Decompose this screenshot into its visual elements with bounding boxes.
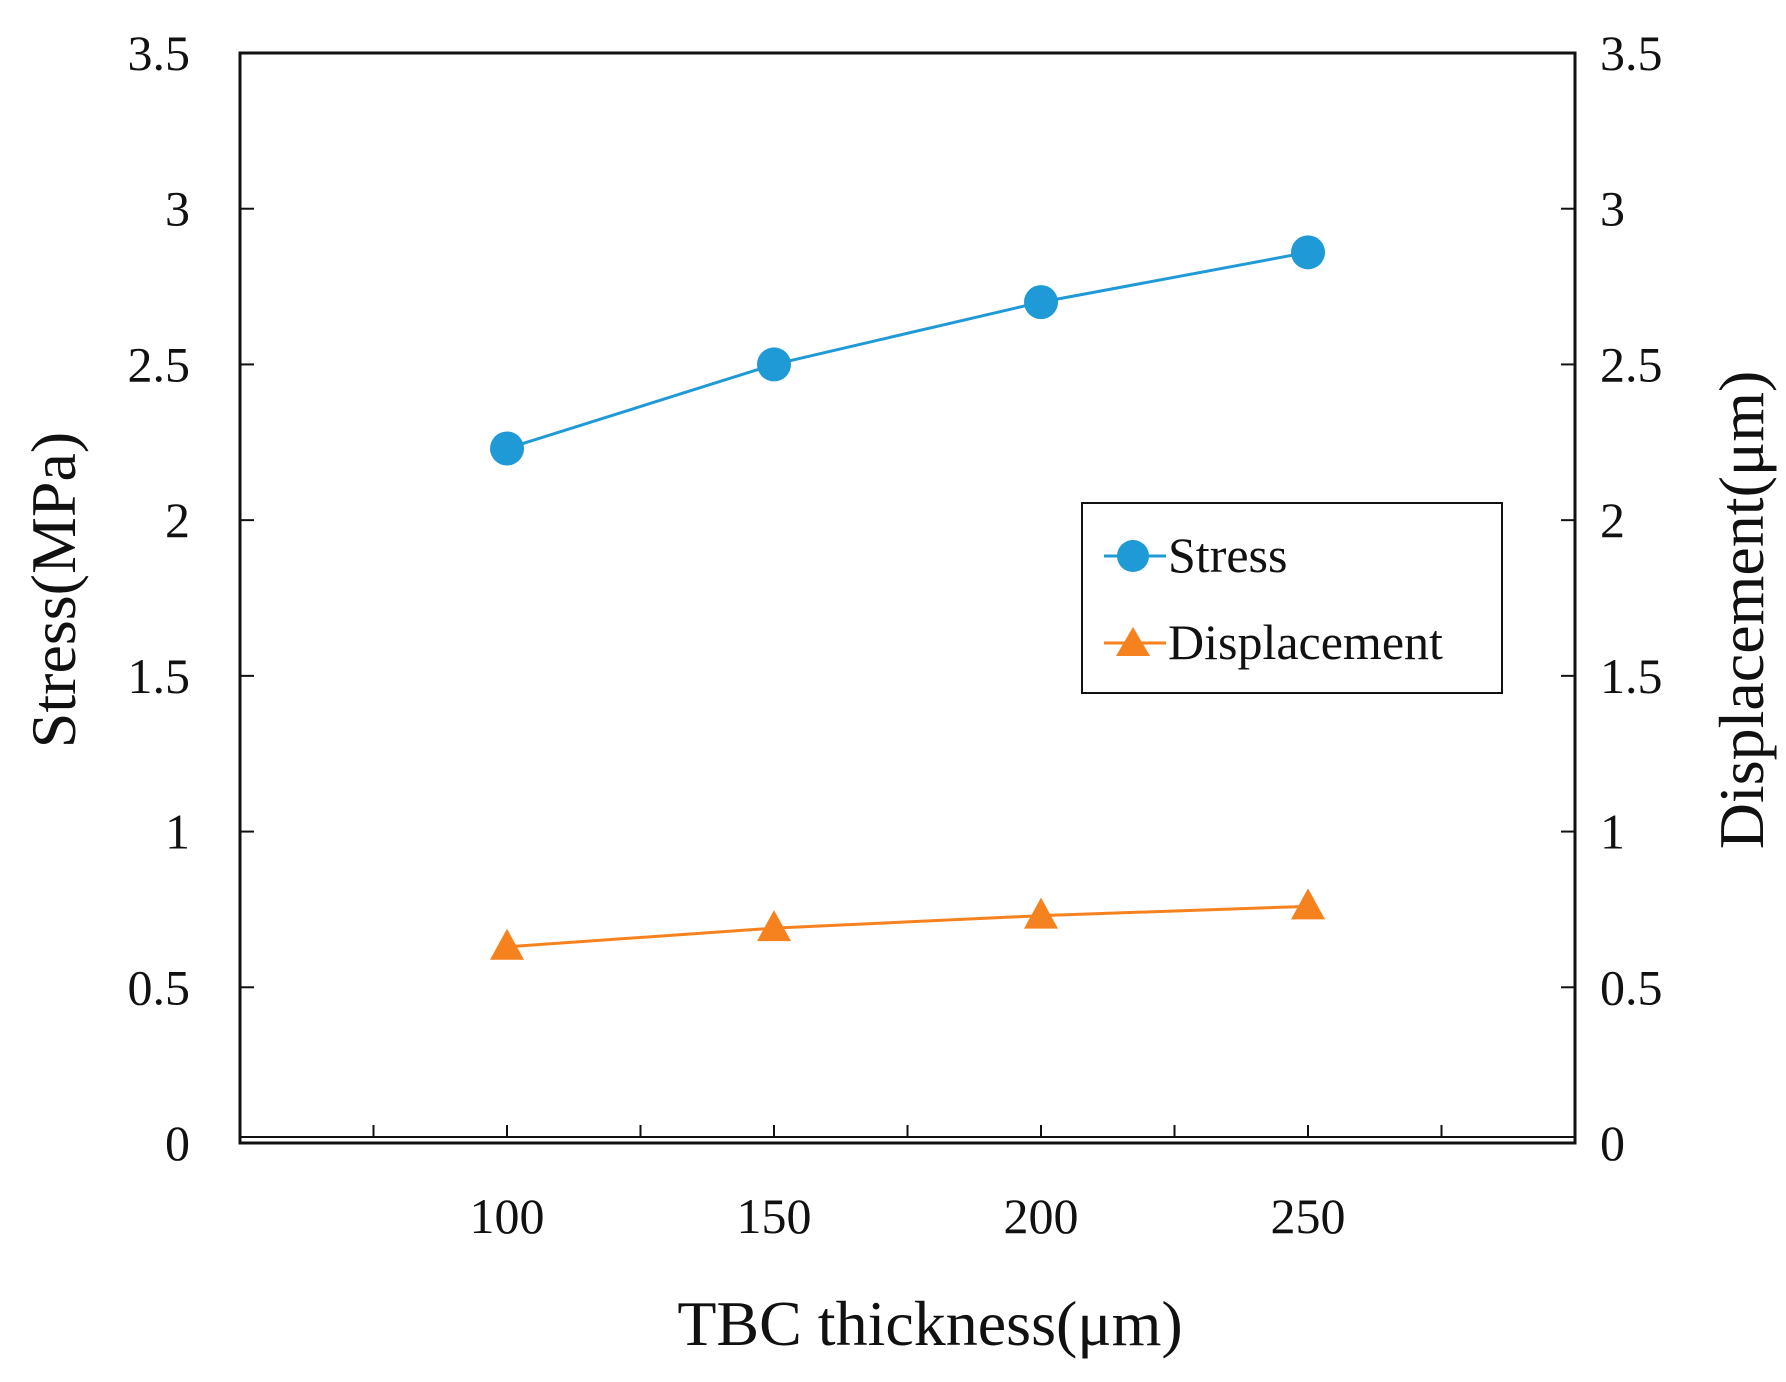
displacement-point	[1291, 888, 1325, 920]
series-layer	[490, 235, 1325, 960]
stress-line	[506, 250, 1309, 450]
stress-point	[1291, 235, 1325, 270]
left-y-tick-label: 1	[165, 804, 190, 860]
legend: Stress Displacement	[1081, 502, 1503, 694]
stress-point	[490, 431, 524, 466]
displacement-line	[506, 904, 1309, 949]
left-y-axis: 0 0.5 1 1.5 2 2.5 3 3.5	[128, 25, 254, 1171]
x-axis: 100 150 200 250	[372, 1125, 1443, 1244]
displacement-point	[757, 910, 791, 942]
left-y-tick-label: 3	[165, 181, 190, 237]
x-axis-title: TBC thickness(μm)	[677, 1288, 1182, 1359]
right-y-tick-label: 0.5	[1600, 959, 1663, 1015]
right-y-axis: 0 0.5 1 1.5 2 2.5 3 3.5	[1561, 25, 1663, 1171]
x-tick-label: 250	[1271, 1188, 1346, 1244]
displacement-point	[1024, 897, 1058, 929]
right-y-tick-label: 1.5	[1600, 648, 1663, 704]
legend-box	[1081, 502, 1503, 694]
right-y-tick-label: 2	[1600, 492, 1625, 548]
legend-displacement-label: Displacement	[1168, 614, 1443, 670]
right-y-tick-label: 2.5	[1600, 336, 1663, 392]
legend-stress-label: Stress	[1168, 527, 1287, 583]
stress-point	[757, 347, 791, 382]
left-y-tick-label: 2.5	[128, 336, 191, 392]
left-y-axis-title: Stress(MPa)	[18, 432, 89, 748]
left-y-tick-label: 0.5	[128, 959, 191, 1015]
legend-stress-marker	[1117, 540, 1149, 572]
x-tick-label: 200	[1004, 1188, 1079, 1244]
right-y-tick-label: 3.5	[1600, 25, 1663, 81]
right-y-axis-title: Displacement(μm)	[1706, 371, 1777, 850]
x-tick-label: 150	[737, 1188, 812, 1244]
stress-point	[1024, 285, 1058, 320]
right-y-tick-label: 0	[1600, 1115, 1625, 1171]
left-y-tick-label: 0	[165, 1115, 190, 1171]
left-y-tick-label: 1.5	[128, 648, 191, 704]
left-y-tick-label: 3.5	[128, 25, 191, 81]
plot-border	[238, 51, 1577, 1145]
legend-displacement-marker	[1116, 627, 1150, 656]
right-y-tick-label: 3	[1600, 181, 1625, 237]
x-tick-label: 100	[470, 1188, 545, 1244]
displacement-point	[490, 928, 524, 960]
left-y-tick-label: 2	[165, 492, 190, 548]
right-y-tick-label: 1	[1600, 804, 1625, 860]
